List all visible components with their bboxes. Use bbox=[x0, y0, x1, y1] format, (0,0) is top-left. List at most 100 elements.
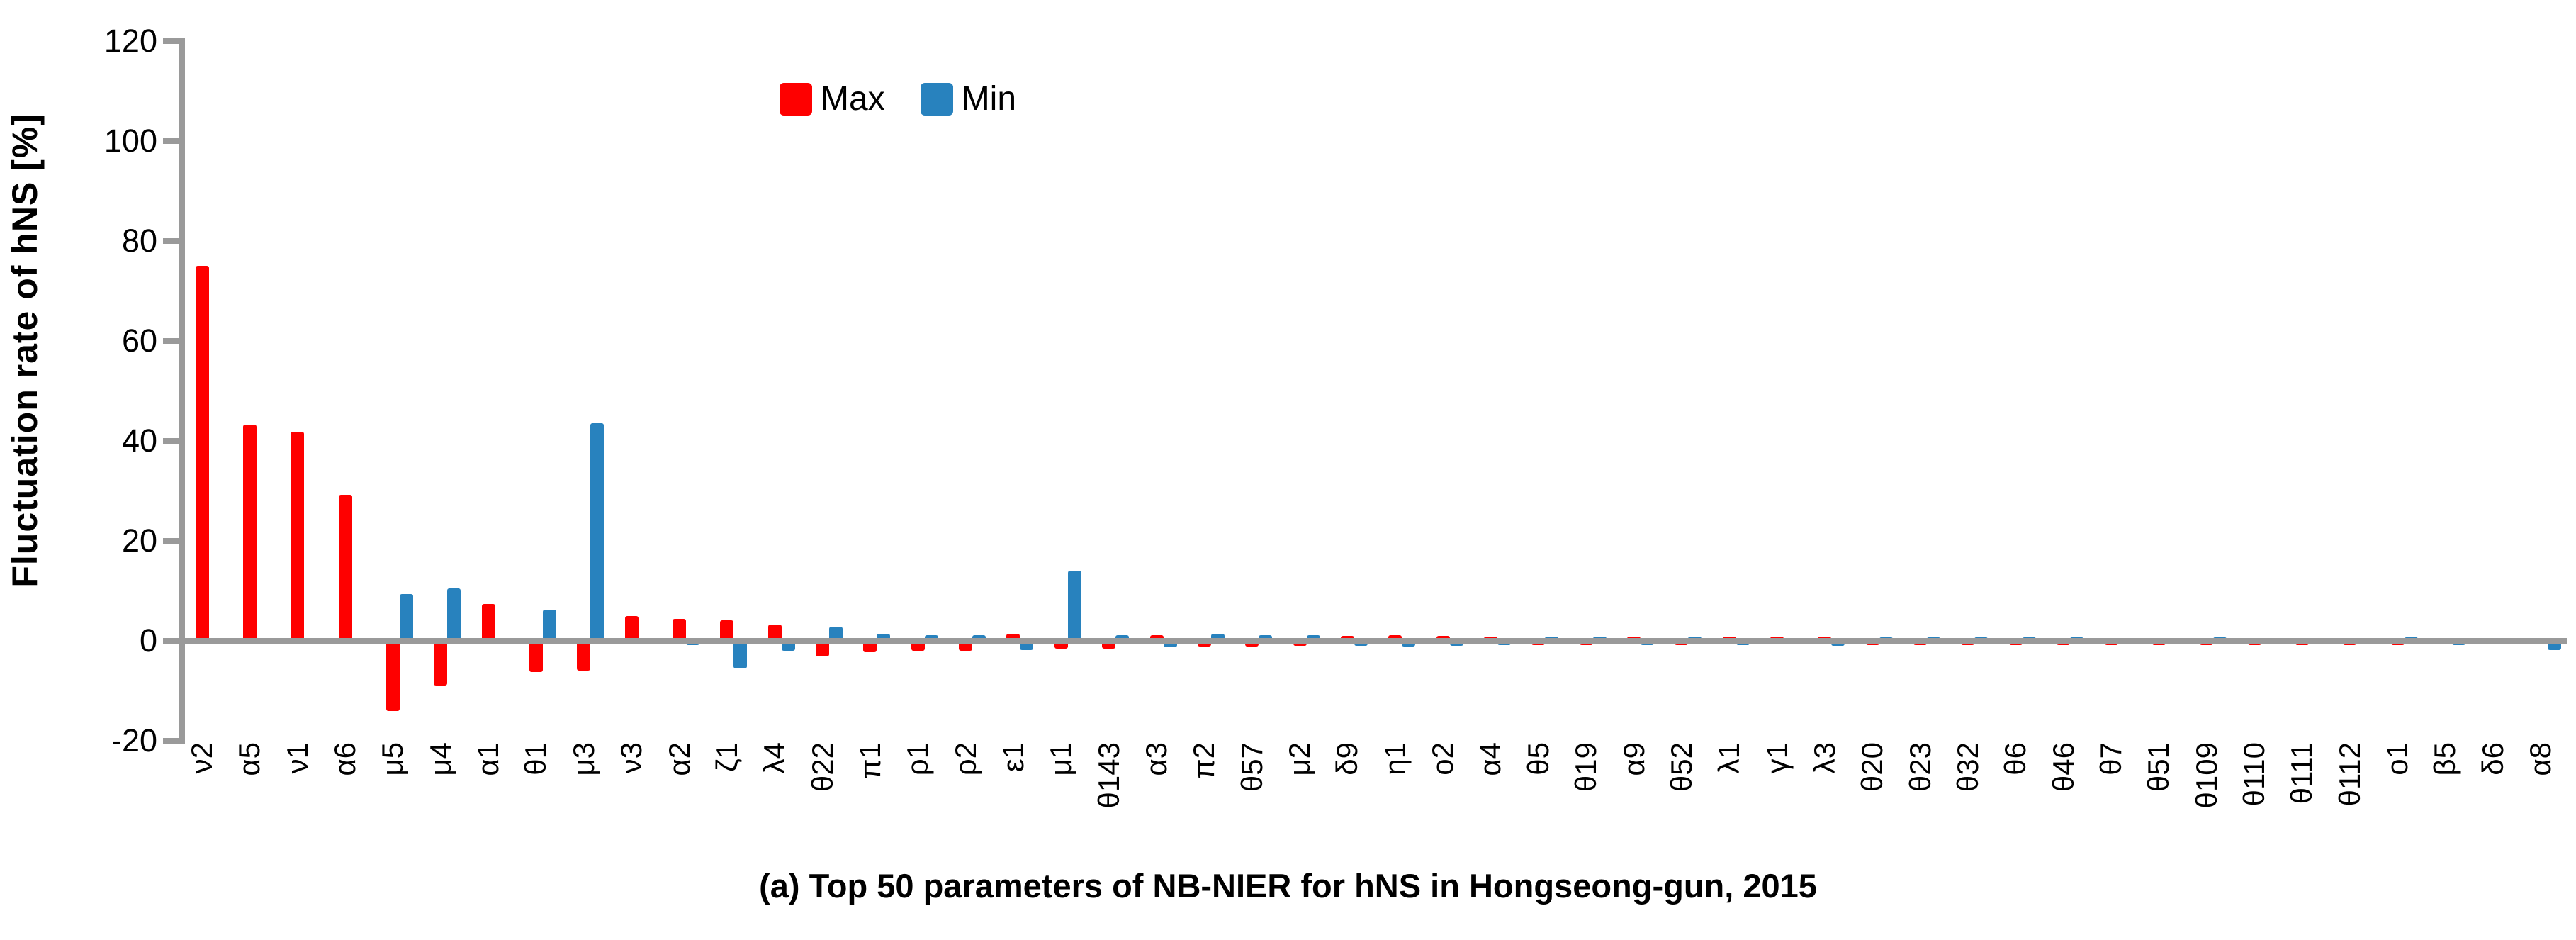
figure-caption: (a) Top 50 parameters of NB-NIER for hNS… bbox=[759, 867, 1817, 905]
x-label-ε1: ε1 bbox=[996, 742, 1030, 773]
x-label-θ111: θ111 bbox=[2285, 742, 2319, 805]
x-label-α9: α9 bbox=[1616, 742, 1650, 776]
bar-min-μ4 bbox=[447, 588, 461, 641]
x-label-ο1: ο1 bbox=[2380, 742, 2414, 776]
bar-max-ε1 bbox=[1006, 634, 1020, 641]
bar-min-π1 bbox=[877, 634, 891, 641]
bar-min-η1 bbox=[1402, 641, 1416, 647]
max-series-swatch bbox=[780, 82, 812, 116]
y-tick-120 bbox=[163, 38, 185, 44]
y-tick-100 bbox=[163, 138, 185, 144]
y-tick-20 bbox=[163, 538, 185, 544]
bar-max-ν2 bbox=[195, 266, 209, 641]
x-label-α1: α1 bbox=[471, 742, 505, 776]
bar-max-α1 bbox=[481, 603, 495, 641]
x-label-θ51: θ51 bbox=[2142, 742, 2176, 793]
bar-min-μ1 bbox=[1067, 571, 1081, 641]
bar-min-θ22 bbox=[829, 627, 843, 641]
bar-min-μ5 bbox=[399, 593, 413, 641]
bar-max-μ1 bbox=[1054, 641, 1068, 649]
x-label-ρ1: ρ1 bbox=[901, 742, 935, 776]
x-label-θ46: θ46 bbox=[2046, 742, 2080, 793]
x-label-π2: π2 bbox=[1187, 742, 1221, 780]
min-series-swatch bbox=[920, 82, 953, 116]
x-label-ν3: ν3 bbox=[614, 742, 648, 774]
y-tick-label-100: 100 bbox=[103, 123, 157, 159]
y-tick-40 bbox=[163, 438, 185, 444]
x-label-λ3: λ3 bbox=[1807, 742, 1841, 774]
bar-min-ζ1 bbox=[733, 641, 748, 668]
y-tick-label-60: 60 bbox=[121, 323, 157, 359]
x-label-λ1: λ1 bbox=[1712, 742, 1746, 774]
y-tick-label-120: 120 bbox=[103, 23, 157, 59]
x-label-θ1: θ1 bbox=[519, 742, 553, 776]
x-label-μ5: μ5 bbox=[376, 742, 410, 776]
legend-label-max: Max bbox=[821, 80, 885, 118]
bar-min-θ57 bbox=[1259, 634, 1273, 641]
x-label-θ5: θ5 bbox=[1521, 742, 1555, 776]
bar-min-μ3 bbox=[590, 423, 604, 641]
bar-max-λ4 bbox=[767, 624, 782, 641]
bar-max-μ5 bbox=[386, 641, 400, 712]
x-label-α2: α2 bbox=[662, 742, 696, 776]
legend-item-max: Max bbox=[780, 79, 885, 118]
x-label-ζ1: ζ1 bbox=[709, 742, 743, 772]
y-tick-label-20: 20 bbox=[121, 522, 157, 559]
x-label-α4: α4 bbox=[1473, 742, 1507, 776]
x-label-β5: β5 bbox=[2428, 742, 2462, 776]
x-axis-zero-line bbox=[179, 638, 2567, 644]
bar-max-π1 bbox=[863, 641, 877, 653]
bar-min-θ1 bbox=[542, 610, 556, 641]
x-label-η1: η1 bbox=[1378, 742, 1412, 776]
x-label-θ109: θ109 bbox=[2189, 742, 2223, 809]
x-label-α3: α3 bbox=[1140, 742, 1173, 776]
x-label-θ52: θ52 bbox=[1664, 742, 1698, 793]
x-label-δ9: δ9 bbox=[1330, 742, 1364, 776]
x-label-δ6: δ6 bbox=[2475, 742, 2509, 776]
x-label-ρ2: ρ2 bbox=[948, 742, 982, 776]
legend-item-min: Min bbox=[920, 79, 1016, 118]
x-label-α6: α6 bbox=[328, 742, 362, 776]
y-tick-label-80: 80 bbox=[121, 223, 157, 259]
bar-max-μ3 bbox=[577, 641, 591, 671]
y-tick-80 bbox=[163, 238, 185, 244]
bar-max-μ4 bbox=[434, 641, 448, 686]
bar-max-α6 bbox=[338, 495, 352, 641]
y-tick-0 bbox=[163, 638, 185, 644]
y-tick-label--20: -20 bbox=[111, 722, 157, 759]
bar-max-ν1 bbox=[291, 432, 305, 641]
bar-max-ν3 bbox=[624, 616, 639, 641]
x-label-ν1: ν1 bbox=[280, 742, 314, 774]
bar-max-α5 bbox=[242, 424, 257, 641]
x-label-θ110: θ110 bbox=[2237, 742, 2271, 807]
bar-max-θ22 bbox=[816, 641, 830, 656]
x-label-μ2: μ2 bbox=[1283, 742, 1317, 776]
x-label-α8: α8 bbox=[2524, 742, 2558, 776]
bar-min-π2 bbox=[1210, 634, 1225, 641]
x-label-γ1: γ1 bbox=[1760, 742, 1794, 774]
x-label-θ143: θ143 bbox=[1091, 742, 1125, 809]
x-label-ν2: ν2 bbox=[185, 742, 218, 774]
x-label-θ23: θ23 bbox=[1903, 742, 1937, 793]
y-tick-label-40: 40 bbox=[121, 423, 157, 459]
x-label-α5: α5 bbox=[232, 742, 266, 776]
x-label-θ32: θ32 bbox=[1950, 742, 1984, 793]
bar-max-η1 bbox=[1388, 634, 1402, 641]
x-label-μ1: μ1 bbox=[1044, 742, 1078, 776]
x-label-μ4: μ4 bbox=[423, 742, 457, 776]
bar-min-μ2 bbox=[1306, 634, 1320, 641]
y-tick--20 bbox=[163, 738, 185, 744]
y-tick-label-0: 0 bbox=[139, 622, 157, 659]
bar-min-α3 bbox=[1163, 641, 1177, 648]
x-label-θ112: θ112 bbox=[2332, 742, 2366, 807]
x-label-θ20: θ20 bbox=[1855, 742, 1889, 793]
x-label-λ4: λ4 bbox=[758, 742, 792, 774]
y-axis-line bbox=[179, 38, 185, 744]
x-label-μ3: μ3 bbox=[566, 742, 600, 776]
bar-max-ζ1 bbox=[720, 620, 734, 641]
x-label-θ22: θ22 bbox=[805, 742, 839, 793]
x-label-θ57: θ57 bbox=[1234, 742, 1269, 793]
x-label-θ19: θ19 bbox=[1569, 742, 1603, 793]
x-label-θ7: θ7 bbox=[2094, 742, 2127, 776]
